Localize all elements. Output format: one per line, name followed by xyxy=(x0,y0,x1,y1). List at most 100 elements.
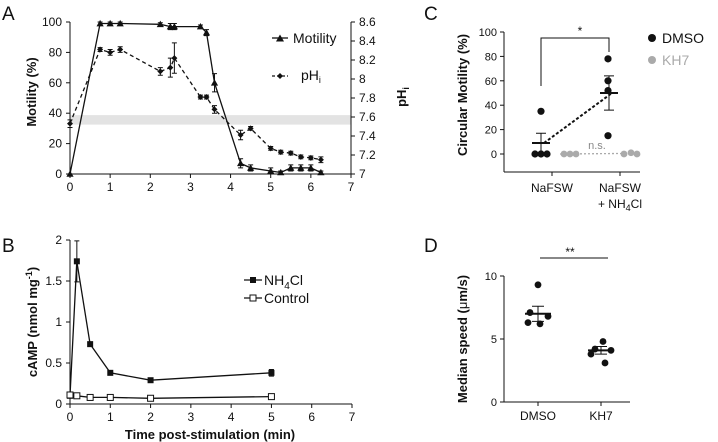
legend-dmso-label: DMSO xyxy=(662,30,704,46)
chart-d-ylabel: Median speed (μm/s) xyxy=(455,275,470,403)
dmso-point xyxy=(543,150,551,158)
chart-d-category-2: KH7 xyxy=(589,409,613,423)
chart-c-category-1: NaFSW xyxy=(531,181,574,195)
dmso-point xyxy=(531,150,539,158)
panel-label-a: A xyxy=(2,4,15,25)
chart-c-ylabel: Circular Motility (%) xyxy=(455,34,470,156)
chart-a-axes: 0 1 2 3 4 5 6 7 0 20 40 60 80 100 7 7.2 7.4 7.6 7.8 8 8.2 8.4… xyxy=(42,15,376,194)
ph-point xyxy=(197,94,204,101)
chart-a-xtick-label: 6 xyxy=(308,180,315,194)
motility-point xyxy=(267,167,275,174)
chart-d-sem-bar xyxy=(595,346,607,355)
legend-nh4cl-label: NH4Cl xyxy=(264,272,303,292)
chart-a-ytick-left-label: 80 xyxy=(49,45,63,59)
chart-a-ytick-left-label: 20 xyxy=(49,137,63,151)
nh4cl-point xyxy=(107,369,114,376)
chart-a-ph-band xyxy=(70,115,351,125)
chart-d-significance: ** xyxy=(565,245,575,259)
chart-c-ytick-label: 0 xyxy=(491,149,497,161)
dmso-sem-bar xyxy=(536,132,546,154)
dmso-point xyxy=(526,309,534,316)
chart-a-xtick-label: 0 xyxy=(67,180,74,194)
chart-b-xtick-label: 4 xyxy=(228,410,235,424)
kh7-point xyxy=(620,150,628,158)
motility-point xyxy=(307,164,315,171)
nh4cl-series-line xyxy=(69,261,272,396)
motility-point xyxy=(317,168,325,176)
legend-kh7-marker xyxy=(648,56,656,64)
ph-point xyxy=(297,153,304,160)
chart-b-axes: 0 1 2 3 4 5 6 7 0 0.5 1 1.5 2 xyxy=(45,233,355,424)
motility-point xyxy=(247,164,255,171)
motility-point xyxy=(116,19,124,27)
chart-a-xtick-label: 3 xyxy=(187,180,194,194)
legend-kh7-label: KH7 xyxy=(662,52,689,68)
chart-c-ytick-label: 60 xyxy=(485,76,497,88)
ph-point xyxy=(117,46,124,53)
chart-a-ytick-right-label: 8.6 xyxy=(359,15,376,29)
panel-label-d: D xyxy=(424,236,438,257)
dmso-sem-bar xyxy=(604,75,614,111)
control-point xyxy=(86,393,94,401)
kh7-point xyxy=(627,149,635,157)
ph-point xyxy=(171,55,178,62)
chart-b-ytick-label: 0 xyxy=(55,397,62,411)
motility-point xyxy=(170,22,178,30)
chart-d-category-1: DMSO xyxy=(520,409,556,423)
motility-point xyxy=(210,79,219,86)
legend-motility-marker xyxy=(276,34,284,42)
legend-nh4cl-marker xyxy=(250,277,256,283)
dmso-mean-connector xyxy=(543,92,613,144)
chart-c: 0 20 40 60 80 100 Circular Motility (%) NaFSW… xyxy=(455,24,704,213)
chart-b-ylabel: cAMP (nmol mg-1) xyxy=(24,267,40,377)
legend-motility-label: Motility xyxy=(293,30,337,46)
chart-a-ylabel-right: pHi xyxy=(394,87,411,107)
dmso-point xyxy=(524,319,532,327)
motility-point xyxy=(196,22,205,30)
chart-b-marks xyxy=(66,240,275,402)
chart-a-ytick-left-label: 100 xyxy=(42,15,62,29)
chart-a-xtick-label: 5 xyxy=(267,180,274,194)
ph-point xyxy=(97,46,104,53)
chart-b-xtick-label: 6 xyxy=(308,410,315,424)
chart-c-significance-bracket xyxy=(540,37,610,86)
legend-dmso-marker xyxy=(648,34,656,42)
chart-b-xtick-label: 3 xyxy=(188,410,195,424)
chart-c-category-2-line2: + NH4Cl xyxy=(598,197,642,213)
ph-point xyxy=(157,68,164,75)
chart-b: 0 1 2 3 4 5 6 7 0 0.5 1 1.5 2 cAMP (nmol mg-1) Time … xyxy=(24,233,356,442)
panel-label-c: C xyxy=(424,4,438,25)
kh7-point xyxy=(572,150,580,158)
chart-d-marks xyxy=(524,257,615,367)
chart-a-ytick-right-label: 7.4 xyxy=(359,129,376,143)
kh7-point xyxy=(560,150,568,158)
chart-d-sem-bar xyxy=(532,305,544,322)
ph-point xyxy=(167,64,174,71)
kh7-point xyxy=(601,359,609,367)
chart-a-xtick-label: 1 xyxy=(107,180,114,194)
chart-b-legend: NH4Cl Control xyxy=(244,272,309,306)
ph-point xyxy=(107,49,114,56)
ph-point xyxy=(277,149,284,156)
chart-a-ytick-left-label: 0 xyxy=(55,167,62,181)
chart-a-ytick-left-label: 60 xyxy=(49,76,63,90)
nh4cl-point xyxy=(147,377,154,384)
motility-point xyxy=(202,29,211,36)
chart-a-xtick-label: 4 xyxy=(227,180,234,194)
chart-c-axes: 0 20 40 60 80 100 xyxy=(479,27,640,176)
chart-a-xtick-label: 2 xyxy=(147,180,154,194)
chart-c-significance-star: * xyxy=(578,24,583,38)
chart-c-ytick-label: 80 xyxy=(485,51,497,63)
ph-point xyxy=(317,156,324,163)
kh7-point xyxy=(633,150,641,158)
chart-a-legend: Motility pHi xyxy=(272,30,337,85)
nh4cl-point xyxy=(87,341,94,348)
chart-a-ytick-right-label: 8.2 xyxy=(359,53,376,67)
control-series-line xyxy=(69,394,272,399)
dmso-point xyxy=(604,132,612,140)
chart-b-xtick-label: 2 xyxy=(147,410,154,424)
control-point xyxy=(73,392,81,400)
ph-point xyxy=(237,132,244,139)
dmso-point xyxy=(537,150,545,158)
chart-c-ytick-label: 100 xyxy=(479,27,497,39)
